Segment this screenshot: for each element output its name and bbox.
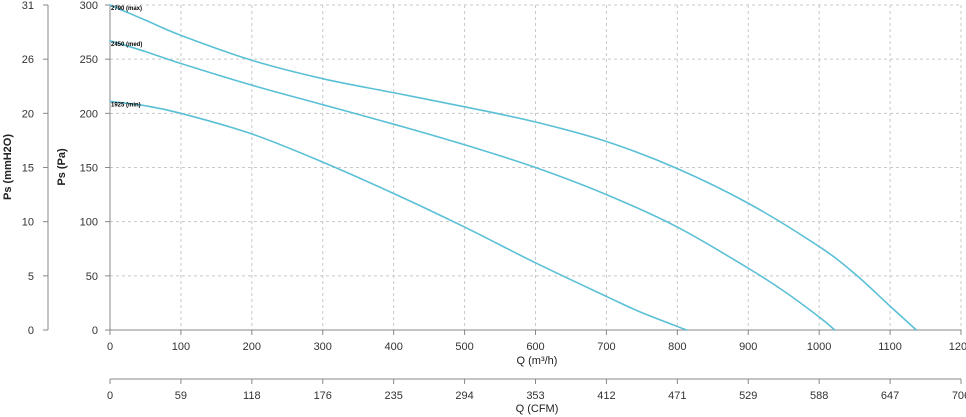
x-tick-label: 800 (668, 341, 686, 353)
x2-tick-label: 353 (526, 390, 544, 402)
x2-tick-label: 235 (384, 390, 402, 402)
x2-tick-label: 529 (739, 390, 757, 402)
curve-label: 2790 (max) (111, 6, 142, 12)
x2-tick-label: 471 (668, 390, 686, 402)
y-tick-label: 0 (92, 325, 98, 337)
x2-tick-label: 706 (952, 390, 966, 402)
x-tick-label: 100 (172, 341, 190, 353)
x2-tick-label: 412 (597, 390, 615, 402)
y2-tick-label: 20 (22, 108, 34, 120)
x-tick-label: 0 (107, 341, 113, 353)
x-tick-label: 1100 (878, 341, 902, 353)
x-tick-label: 600 (526, 341, 544, 353)
curve-label: 2450 (med) (111, 42, 142, 48)
y2-tick-label: 15 (22, 163, 34, 175)
y-tick-label: 50 (86, 271, 98, 283)
y-tick-label: 300 (80, 0, 98, 12)
x2-tick-label: 0 (107, 390, 113, 402)
x-tick-label: 500 (455, 341, 473, 353)
x-tick-label: 300 (314, 341, 332, 353)
x2-tick-label: 59 (175, 390, 187, 402)
y2-tick-label: 26 (22, 54, 34, 66)
x-tick-label: 400 (384, 341, 402, 353)
x2-tick-label: 176 (314, 390, 332, 402)
x-tick-label: 200 (243, 341, 261, 353)
y2-tick-label: 10 (22, 217, 34, 229)
y2-tick-label: 0 (28, 325, 34, 337)
y2-axis-title: Ps (mmH2O) (2, 134, 14, 200)
y-axis-title: Ps (Pa) (56, 148, 68, 186)
x-tick-label: 900 (739, 341, 757, 353)
y-tick-label: 100 (80, 217, 98, 229)
x-tick-label: 700 (597, 341, 615, 353)
curve-label: 1925 (min) (111, 102, 141, 108)
y-tick-label: 150 (80, 163, 98, 175)
y2-tick-label: 5 (28, 271, 34, 283)
fan-curve-line (109, 4, 918, 331)
x-tick-label: 1000 (807, 341, 831, 353)
fan-curve-line (109, 39, 836, 331)
x2-tick-label: 294 (455, 390, 473, 402)
y2-tick-label: 31 (22, 0, 34, 12)
axes: 0 100 200 300 400 500 600 700 800 900 1000 1100 120 0… (22, 0, 966, 402)
x-axis-title: Q (m³/h) (517, 355, 558, 367)
x2-tick-label: 118 (243, 390, 261, 402)
curve-labels: 2790 (max) 2450 (med) 1925 (min) (111, 6, 142, 108)
fan-curve-line (109, 100, 688, 331)
x2-tick-label: 588 (810, 390, 828, 402)
y-tick-label: 200 (80, 108, 98, 120)
x2-tick-label: 647 (881, 390, 899, 402)
x2-axis-title: Q (CFM) (516, 403, 559, 415)
y-tick-label: 250 (80, 54, 98, 66)
fan-curves (109, 4, 918, 331)
